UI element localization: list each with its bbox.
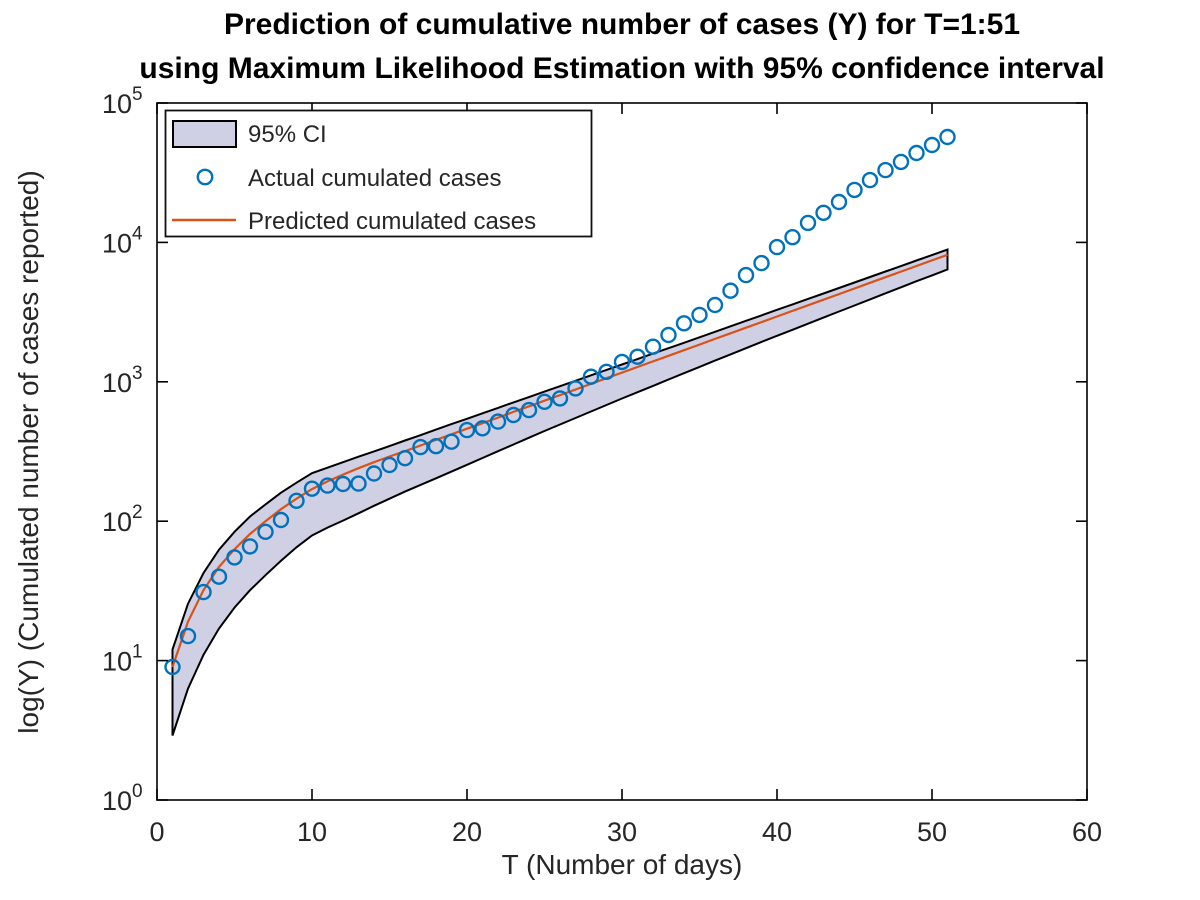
actual-point bbox=[319, 477, 336, 494]
legend-actual-label: Actual cumulated cases bbox=[248, 165, 501, 192]
actual-point bbox=[365, 465, 383, 482]
actual-point bbox=[350, 475, 367, 492]
y-tick-label: 101 bbox=[102, 642, 143, 677]
actual-point bbox=[582, 368, 600, 385]
actual-point bbox=[164, 658, 181, 676]
actual-point bbox=[815, 204, 832, 222]
x-axis-label: T (Number of days) bbox=[502, 849, 743, 880]
x-tick-label: 0 bbox=[149, 817, 164, 847]
actual-point bbox=[923, 136, 941, 154]
actual-point bbox=[598, 363, 615, 380]
actual-point bbox=[877, 161, 894, 179]
actual-point bbox=[427, 438, 445, 455]
actual-point bbox=[753, 254, 770, 272]
actual-point bbox=[520, 401, 538, 419]
y-tick-label: 104 bbox=[102, 223, 143, 258]
ci-band bbox=[171, 248, 949, 736]
actual-point bbox=[892, 153, 910, 171]
actual-point bbox=[272, 511, 290, 529]
x-tick-label: 40 bbox=[762, 817, 792, 847]
actual-point bbox=[846, 181, 863, 199]
actual-point bbox=[303, 480, 321, 497]
y-tick-label: 103 bbox=[102, 363, 143, 398]
x-tick-label: 60 bbox=[1072, 817, 1102, 847]
actual-point bbox=[830, 193, 848, 211]
actual-point bbox=[179, 627, 197, 645]
actual-point bbox=[784, 228, 801, 246]
chart-title-line1: Prediction of cumulative number of cases… bbox=[224, 8, 1020, 41]
actual-point bbox=[536, 393, 553, 410]
actual-point bbox=[412, 438, 429, 456]
actual-point bbox=[861, 171, 879, 189]
actual-point bbox=[195, 583, 212, 601]
actual-point bbox=[567, 380, 584, 397]
actual-point bbox=[334, 475, 352, 493]
actual-point bbox=[737, 266, 755, 284]
actual-point bbox=[613, 353, 631, 371]
x-tick-label: 30 bbox=[607, 817, 637, 847]
predicted-line bbox=[171, 253, 948, 668]
legend-ci-swatch bbox=[172, 120, 237, 148]
x-tick-label: 20 bbox=[452, 817, 482, 847]
legend: 95% CI Actual cumulated cases Predicted … bbox=[164, 109, 593, 238]
actual-point bbox=[458, 421, 476, 439]
x-tick-label: 10 bbox=[297, 817, 327, 847]
actual-point bbox=[226, 549, 243, 566]
actual-point bbox=[241, 538, 259, 555]
actual-point bbox=[675, 315, 693, 332]
legend-actual-marker-icon bbox=[196, 168, 214, 186]
y-tick-label: 105 bbox=[102, 84, 143, 119]
actual-point bbox=[381, 456, 398, 474]
y-tick-label: 100 bbox=[102, 781, 143, 816]
chart-title-line2: using Maximum Likelihood Estimation with… bbox=[139, 52, 1104, 85]
actual-point bbox=[908, 144, 925, 162]
actual-point bbox=[443, 433, 460, 450]
actual-point bbox=[660, 326, 677, 344]
actual-point bbox=[722, 282, 739, 299]
legend-ci-label: 95% CI bbox=[248, 121, 327, 148]
actual-point bbox=[505, 406, 522, 424]
actual-point bbox=[396, 450, 414, 467]
actual-point bbox=[939, 128, 956, 146]
actual-point bbox=[706, 296, 724, 314]
legend-predicted-label: Predicted cumulated cases bbox=[248, 208, 536, 235]
actual-point bbox=[551, 390, 569, 407]
actual-point bbox=[474, 420, 491, 437]
actual-point bbox=[257, 523, 274, 540]
x-tick-label: 50 bbox=[917, 817, 947, 847]
y-axis-label: log(Y) (Cumulated number of cases report… bbox=[13, 170, 44, 733]
actual-point bbox=[799, 214, 817, 232]
y-tick-label: 102 bbox=[102, 502, 143, 537]
actual-point bbox=[768, 238, 786, 256]
actual-point bbox=[629, 348, 646, 365]
actual-point bbox=[210, 568, 228, 585]
actual-point bbox=[644, 338, 662, 355]
actual-point bbox=[489, 413, 507, 430]
actual-point bbox=[691, 306, 708, 324]
actual-point bbox=[288, 492, 305, 509]
